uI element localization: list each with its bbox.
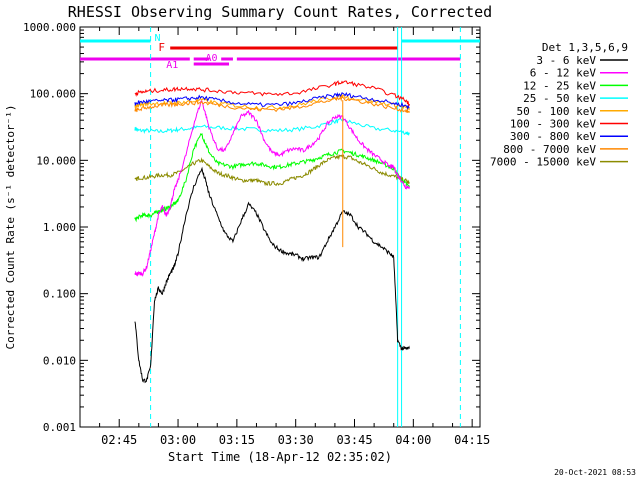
series-line-100-300-kev — [134, 80, 410, 107]
legend-label: 100 - 300 keV — [510, 118, 596, 131]
x-tick-label: 03:30 — [278, 433, 314, 447]
flare-flag-label: F — [158, 41, 165, 54]
legend-label: 7000 - 15000 keV — [490, 156, 596, 169]
x-tick-label: 04:00 — [395, 433, 431, 447]
y-axis-label: Corrected Count Rate (s⁻¹ detector⁻¹) — [4, 104, 17, 349]
x-tick-label: 03:45 — [336, 433, 372, 447]
footer-timestamp: 20-Oct-2021 08:53 — [554, 468, 636, 477]
series-line-300-800-kev — [134, 92, 410, 110]
series-line-6-12-kev — [134, 100, 410, 277]
series-line-3-6-kev — [134, 166, 410, 384]
y-tick-label: 0.010 — [43, 354, 76, 367]
attenuator-label-a0: A0 — [205, 53, 217, 64]
x-tick-label: 03:00 — [160, 433, 196, 447]
legend-label: 3 - 6 keV — [536, 54, 596, 67]
x-tick-label: 02:45 — [101, 433, 137, 447]
series-line-25-50-kev — [134, 118, 410, 136]
series-line-50-100-kev — [134, 94, 410, 110]
x-tick-label: 03:15 — [219, 433, 255, 447]
legend-title: Det 1,3,5,6,9 — [542, 41, 628, 54]
legend-label: 800 - 7000 keV — [503, 143, 596, 156]
y-tick-label: 1000.000 — [23, 21, 76, 34]
attenuator-label-a1: A1 — [166, 60, 178, 71]
series-line-7000-15000-kev — [134, 153, 410, 187]
legend-label: 300 - 800 keV — [510, 130, 596, 143]
x-axis-label: Start Time (18-Apr-12 02:35:02) — [168, 450, 392, 464]
y-tick-label: 1.000 — [43, 221, 76, 234]
series-line-12-25-kev — [134, 132, 410, 223]
y-tick-label: 0.001 — [43, 421, 76, 434]
series-line-800-7000-kev — [134, 94, 410, 114]
y-tick-label: 0.100 — [43, 288, 76, 301]
x-tick-label: 04:15 — [454, 433, 490, 447]
chart-title: RHESSI Observing Summary Count Rates, Co… — [68, 3, 492, 21]
night-flag-label: N — [155, 33, 161, 44]
legend-label: 50 - 100 keV — [517, 105, 597, 118]
y-tick-label: 100.000 — [30, 88, 76, 101]
legend-label: 6 - 12 keV — [530, 67, 597, 80]
legend-label: 25 - 50 keV — [523, 92, 596, 105]
y-tick-label: 10.000 — [36, 154, 76, 167]
legend-label: 12 - 25 keV — [523, 79, 596, 92]
